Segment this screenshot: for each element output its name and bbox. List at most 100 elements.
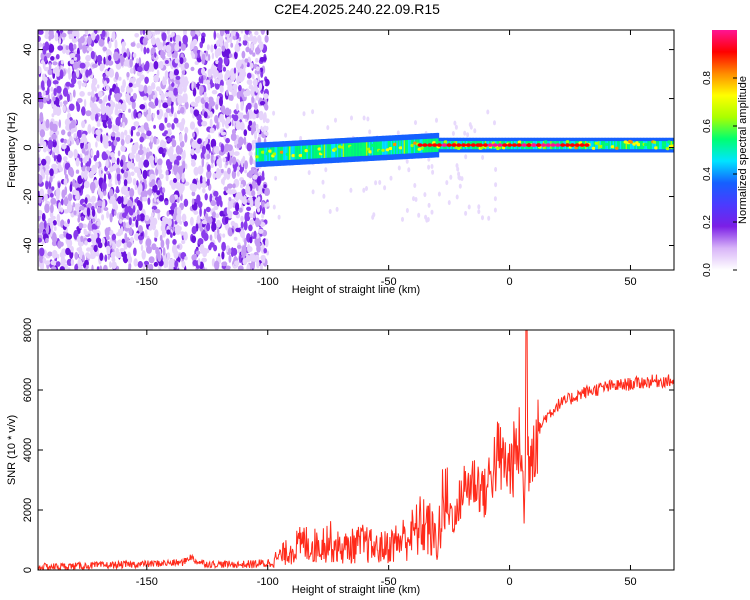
noise-cell: [148, 32, 152, 38]
noise-cell: [215, 213, 219, 219]
noise-cell: [219, 30, 225, 37]
noise-cell: [111, 145, 116, 152]
signal-peak: [436, 143, 442, 147]
noise-cell: [463, 130, 467, 136]
noise-cell: [38, 65, 42, 75]
noise-cell: [235, 195, 241, 200]
noise-cell: [179, 183, 185, 192]
noise-cell: [133, 258, 138, 267]
noise-cell: [179, 121, 185, 130]
noise-cell: [59, 101, 63, 107]
noise-cell: [44, 260, 51, 266]
noise-cell: [90, 233, 95, 241]
signal-cell: [351, 143, 354, 157]
noise-cell: [61, 248, 67, 256]
noise-cell: [166, 137, 173, 143]
noise-cell: [99, 167, 102, 178]
noise-cell: [91, 195, 96, 203]
noise-cell: [245, 211, 251, 222]
noise-cell: [311, 109, 315, 115]
noise-cell: [178, 147, 184, 155]
noise-cell: [194, 96, 200, 104]
noise-cell: [204, 267, 208, 270]
signal-cell: [329, 144, 332, 158]
noise-cell: [72, 89, 76, 98]
y-tick-label: -40: [22, 238, 34, 254]
noise-cell: [153, 74, 159, 83]
noise-cell: [221, 45, 226, 52]
noise-cell: [146, 189, 152, 195]
signal-cell: [381, 148, 386, 152]
noise-cell: [43, 97, 47, 104]
noise-cell: [154, 97, 159, 107]
noise-cell: [266, 201, 270, 207]
noise-cell: [235, 202, 240, 212]
noise-cell: [51, 133, 57, 140]
signal-cell: [592, 141, 595, 150]
noise-cell: [88, 157, 92, 166]
noise-cell: [105, 61, 110, 66]
noise-cell: [47, 139, 53, 150]
signal-peak: [584, 143, 590, 147]
noise-cell: [205, 206, 211, 213]
noise-cell: [52, 96, 56, 102]
noise-cell: [132, 52, 137, 58]
noise-cell: [44, 169, 51, 176]
noise-cell: [103, 56, 106, 65]
noise-cell: [176, 155, 182, 161]
noise-cell: [243, 114, 247, 119]
noise-cell: [196, 49, 201, 54]
noise-cell: [156, 190, 161, 196]
noise-cell: [220, 143, 225, 153]
noise-cell: [128, 108, 131, 113]
noise-cell: [215, 171, 222, 179]
noise-cell: [447, 200, 451, 206]
noise-cell: [493, 120, 496, 126]
noise-cell: [163, 217, 169, 222]
noise-cell: [229, 109, 232, 115]
noise-cell: [235, 227, 242, 233]
noise-cell: [131, 126, 136, 131]
signal-peak: [470, 143, 476, 147]
noise-cell: [302, 111, 306, 117]
signal-cell: [416, 139, 419, 153]
noise-cell: [106, 210, 110, 219]
noise-cell: [161, 32, 167, 42]
signal-cell: [385, 148, 390, 152]
noise-cell: [166, 210, 170, 217]
noise-cell: [214, 196, 220, 201]
noise-cell: [70, 119, 76, 129]
noise-cell: [217, 72, 223, 81]
noise-cell: [142, 37, 148, 46]
noise-cell: [240, 158, 244, 168]
noise-cell: [464, 210, 468, 216]
x-tick-label: -150: [136, 576, 158, 588]
signal-cell: [598, 141, 601, 150]
noise-cell: [427, 202, 431, 208]
noise-cell: [105, 84, 110, 91]
signal-cell: [517, 140, 522, 144]
noise-cell: [44, 33, 50, 40]
signal-cell: [257, 148, 260, 162]
noise-cell: [171, 31, 175, 37]
noise-cell: [91, 63, 98, 68]
signal-cell: [285, 152, 290, 156]
noise-cell: [69, 184, 73, 193]
signal-cell: [349, 146, 354, 150]
noise-cell: [153, 261, 159, 267]
noise-cell: [201, 229, 206, 239]
noise-cell: [165, 169, 169, 177]
noise-cell: [181, 239, 186, 245]
signal-cell: [276, 147, 279, 161]
noise-cell: [109, 213, 113, 223]
noise-cell: [56, 213, 61, 223]
noise-cell: [59, 94, 63, 100]
noise-cell: [201, 257, 207, 263]
noise-cell: [451, 131, 455, 136]
noise-cell: [82, 44, 87, 54]
signal-peak: [574, 143, 580, 147]
noise-cell: [242, 257, 248, 266]
signal-cell: [628, 141, 631, 150]
colorbar-gradient: [712, 30, 737, 270]
signal-peak: [427, 143, 433, 147]
